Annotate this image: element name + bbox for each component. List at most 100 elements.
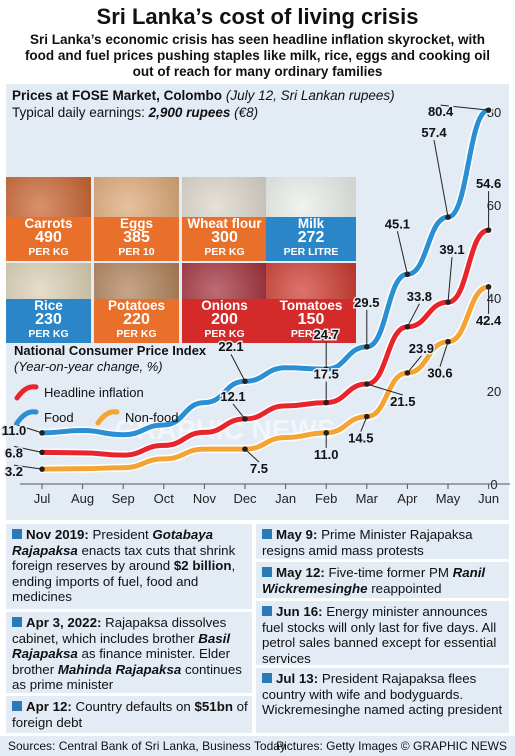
price-tile-caption: Milk 272 PER LITRE (266, 217, 356, 261)
x-tick-label: Aug (71, 491, 94, 506)
x-tick-label: Nov (193, 491, 217, 506)
data-label: 24.7 (314, 327, 339, 342)
data-label-leader (447, 257, 453, 303)
x-tick-label: Jun (478, 491, 499, 506)
price-item-unit: PER KG (204, 328, 245, 340)
page-subtitle: Sri Lanka’s economic crisis has seen hea… (24, 32, 491, 79)
event-text: Basil Rajapaksa (12, 630, 231, 662)
event-box-left-3 (6, 696, 252, 733)
series-line-food (39, 107, 492, 438)
x-tick-label: Oct (154, 491, 175, 506)
data-label: 80.4 (428, 104, 454, 119)
event-box-right-4 (256, 668, 509, 733)
price-item-unit: PER KG (28, 246, 69, 258)
data-label: 14.5 (348, 431, 373, 446)
legend-nonfood-label: Non-food (125, 410, 179, 425)
event-bullet-icon (262, 606, 272, 616)
data-point (445, 214, 451, 220)
event-right-1: May 9: Prime Minister Rajapaksa resigns … (262, 527, 506, 558)
event-text: of foreign debt (12, 699, 248, 730)
price-tile-onions: Onions 200 PER KG (182, 263, 267, 343)
event-date: Apr 3, 2022: (26, 615, 102, 630)
x-tick-label: Dec (233, 491, 257, 506)
data-point (364, 344, 370, 350)
event-text: Ranil Wickremesinghe (262, 565, 486, 596)
event-left-3: Apr 12: Country defaults on $51bn of for… (12, 699, 248, 730)
price-tile-milk: Milk 272 PER LITRE (266, 177, 356, 261)
x-tick-label: Jul (34, 491, 51, 506)
data-label: 39.1 (439, 242, 464, 257)
prices-heading-bold: Prices at FOSE Market, Colombo (12, 88, 223, 103)
data-label-leader (406, 303, 420, 328)
data-point (485, 284, 492, 290)
chart-title: National Consumer Price Index (14, 343, 207, 358)
event-bullet-icon (262, 529, 272, 539)
event-box-right-1 (256, 524, 509, 559)
event-text: , ending imports of fuel, food and medic… (12, 558, 236, 604)
data-label: 57.4 (421, 125, 447, 140)
event-text: Gotabaya Rajapaksa (12, 527, 214, 558)
y-tick-label: 60 (487, 198, 501, 213)
event-right-3: Jun 16: Energy minister announces fuel s… (262, 604, 506, 666)
price-item-unit: PER KG (290, 328, 332, 340)
event-left-2: Apr 3, 2022: Rajapaksa dissolves cabinet… (12, 615, 248, 693)
event-box-right-3 (256, 601, 509, 665)
price-tile-caption: Onions 200 PER KG (182, 299, 267, 343)
cpi-chart: GRAPHIC NEWS020406080JulAugSepOctNovDecJ… (0, 103, 510, 506)
footer-credit: Pictures: Getty Images © GRAPHIC NEWS (276, 739, 507, 753)
event-right-4: Jul 13: President Rajapaksa flees countr… (262, 671, 506, 718)
data-point (445, 299, 451, 305)
price-item-value: 490 (35, 229, 62, 246)
data-label: 6.8 (5, 445, 23, 460)
price-item-unit: PER KG (116, 328, 157, 340)
event-text: Five-time former PM (324, 565, 453, 580)
data-label-leader (433, 140, 449, 218)
data-label-leader (13, 445, 43, 453)
event-text: President (88, 527, 153, 542)
event-text: reappointed (367, 580, 442, 596)
data-label: 23.9 (409, 341, 434, 356)
data-label-leader (439, 341, 449, 367)
event-text: Energy minister announces fuel stocks wi… (262, 604, 497, 666)
event-date: May 9: (276, 527, 318, 542)
event-right-2: May 12: Five-time former PM Ranil Wickre… (262, 565, 506, 596)
price-item-value: 230 (35, 311, 62, 328)
event-bullet-icon (12, 529, 22, 539)
data-label-leader (13, 423, 43, 434)
data-label: 33.8 (407, 289, 432, 304)
price-item-name: Milk (297, 216, 325, 231)
data-label: 17.5 (314, 367, 339, 382)
event-text: as finance minister. Elder brother (12, 646, 231, 677)
event-date: Apr 12: (26, 699, 72, 714)
prices-heading-note: (July 12, Sri Lankan rupees) (225, 88, 395, 103)
series-line-non-food (39, 284, 492, 472)
event-bullet-icon (12, 617, 22, 627)
price-item-value: 272 (297, 229, 325, 246)
price-item-unit: PER KG (204, 246, 245, 258)
event-date: Jul 13: (276, 671, 319, 686)
price-tile-caption: Rice 230 PER KG (6, 299, 91, 343)
data-label-leader (13, 464, 43, 470)
event-text: $2 billion (173, 558, 232, 573)
price-item-name: Wheat flour (187, 216, 262, 231)
legend-food-label: Food (44, 410, 74, 425)
data-label: 3.2 (5, 464, 23, 479)
earnings-value: 2,900 rupees (148, 105, 231, 120)
data-point (242, 416, 248, 422)
data-point (445, 338, 451, 345)
price-tile-caption: Eggs 385 PER 10 (94, 217, 179, 261)
series-line-headline-inflation (39, 227, 492, 458)
data-point (39, 430, 45, 436)
event-text: $51bn (194, 699, 233, 714)
price-tile-rice: Rice 230 PER KG (6, 263, 91, 343)
page-title: Sri Lanka’s cost of living crisis (96, 4, 419, 29)
data-label: 11.0 (2, 423, 27, 438)
data-label: 45.1 (385, 216, 410, 231)
earnings-eur: (€8) (234, 105, 259, 120)
price-item-unit: PER 10 (118, 246, 155, 258)
price-item-value: 200 (211, 311, 238, 328)
data-point (404, 324, 411, 330)
data-point (485, 107, 492, 113)
data-point (364, 413, 370, 420)
data-label: 30.6 (427, 366, 452, 381)
